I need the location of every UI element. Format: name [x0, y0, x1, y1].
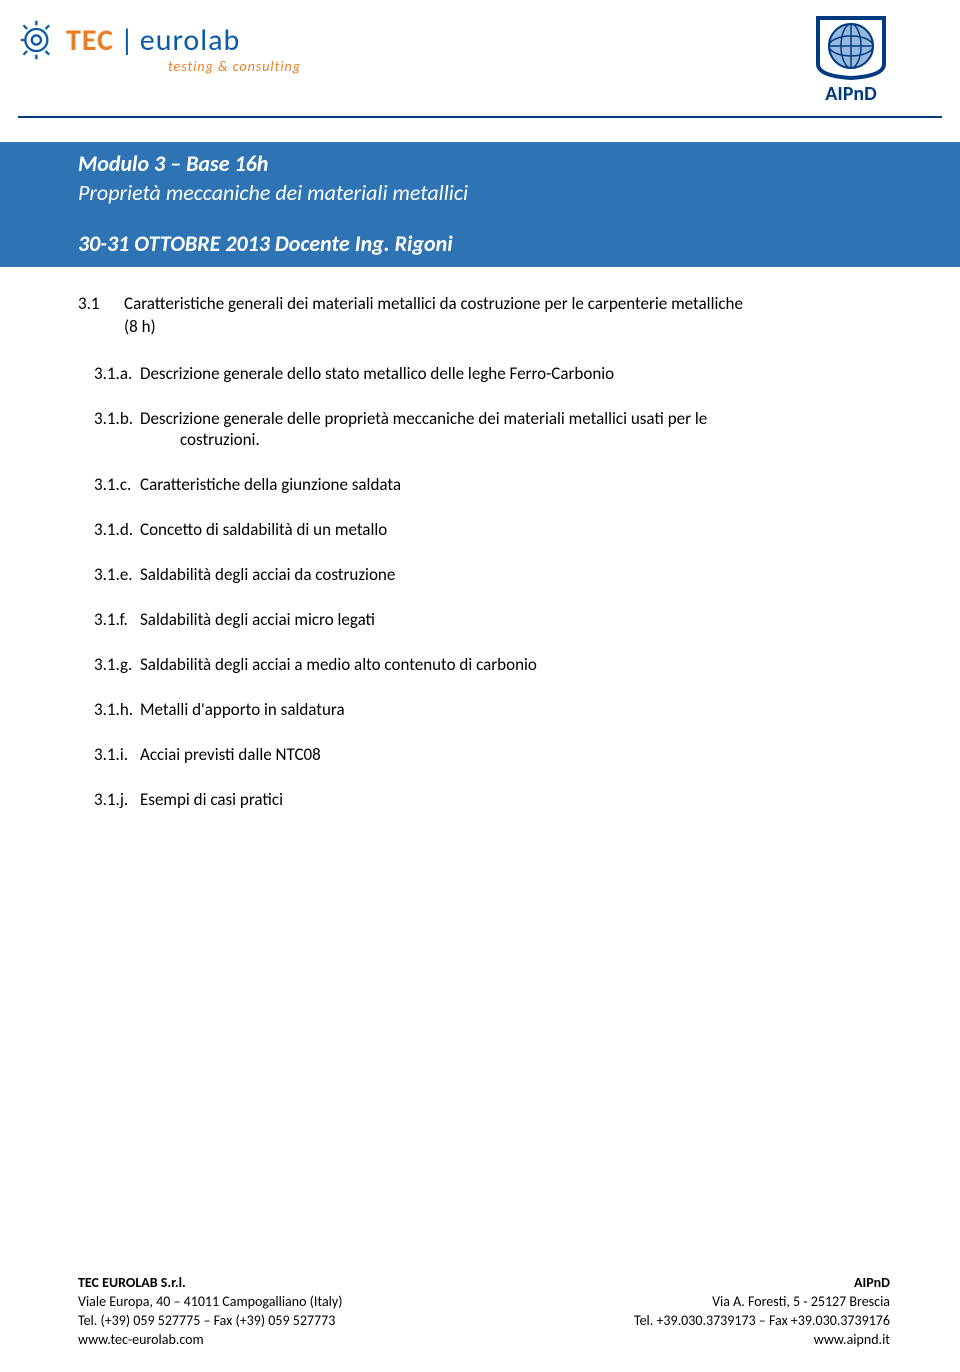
item-text: Saldabilità degli acciai da costruzione: [140, 564, 882, 585]
footer-left-tel: Tel. (+39) 059 527775 – Fax (+39) 059 52…: [78, 1312, 342, 1331]
footer: TEC EUROLAB S.r.l. Viale Europa, 40 – 41…: [78, 1274, 890, 1350]
list-item: 3.1.g. Saldabilità degli acciai a medio …: [78, 654, 882, 675]
item-text: Saldabilità degli acciai a medio alto co…: [140, 654, 882, 675]
module-date-line: 30-31 OTTOBRE 2013 Docente Ing. Rigoni: [78, 230, 960, 257]
item-number: 3.1.j.: [78, 789, 140, 810]
brand-separator: |: [120, 22, 134, 59]
item-number: 3.1.b.: [78, 408, 140, 450]
page-content: Modulo 3 – Base 16h Proprietà meccaniche…: [0, 118, 960, 810]
list-item: 3.1.a. Descrizione generale dello stato …: [78, 363, 882, 384]
logo-aipnd: AIPnD: [812, 12, 890, 106]
item-text: Metalli d'apporto in saldatura: [140, 699, 882, 720]
list-item: 3.1.b. Descrizione generale delle propri…: [78, 408, 882, 450]
item-text: Concetto di saldabilità di un metallo: [140, 519, 882, 540]
footer-right-name: AIPnD: [634, 1274, 890, 1293]
footer-left-web: www.tec-eurolab.com: [78, 1331, 342, 1350]
list-item: 3.1.d. Concetto di saldabilità di un met…: [78, 519, 882, 540]
section-title-line2: (8 h): [124, 316, 882, 339]
footer-right-addr: Via A. Foresti, 5 - 25127 Brescia: [634, 1293, 890, 1312]
item-text: Descrizione generale dello stato metalli…: [140, 363, 882, 384]
item-number: 3.1.d.: [78, 519, 140, 540]
footer-left-addr: Viale Europa, 40 – 41011 Campogalliano (…: [78, 1293, 342, 1312]
item-text-line1: Descrizione generale delle proprietà mec…: [140, 408, 882, 429]
module-subtitle: Proprietà meccaniche dei materiali metal…: [78, 179, 960, 206]
section-number: 3.1: [78, 293, 124, 316]
item-text: Caratteristiche della giunzione saldata: [140, 474, 882, 495]
list-item: 3.1.h. Metalli d'apporto in saldatura: [78, 699, 882, 720]
item-number: 3.1.i.: [78, 744, 140, 765]
footer-left: TEC EUROLAB S.r.l. Viale Europa, 40 – 41…: [78, 1274, 342, 1350]
brand-eurolab: eurolab: [140, 22, 241, 59]
item-text: Esempi di casi pratici: [140, 789, 882, 810]
item-text: Acciai previsti dalle NTC08: [140, 744, 882, 765]
list-item: 3.1.f. Saldabilità degli acciai micro le…: [78, 609, 882, 630]
brand-tagline: testing & consulting: [168, 58, 301, 75]
item-text: Saldabilità degli acciai micro legati: [140, 609, 882, 630]
item-number: 3.1.c.: [78, 474, 140, 495]
logo-tec-eurolab: TEC | eurolab testing & consulting: [18, 12, 301, 75]
section-title-line1: Caratteristiche generali dei materiali m…: [124, 293, 882, 316]
module-header: Modulo 3 – Base 16h Proprietà meccaniche…: [0, 142, 960, 267]
list-item: 3.1.i. Acciai previsti dalle NTC08: [78, 744, 882, 765]
item-number: 3.1.f.: [78, 609, 140, 630]
item-number: 3.1.e.: [78, 564, 140, 585]
item-text-line2: costruzioni.: [140, 429, 882, 450]
globe-shield-icon: [812, 14, 890, 80]
footer-right-web: www.aipnd.it: [634, 1331, 890, 1350]
footer-right: AIPnD Via A. Foresti, 5 - 25127 Brescia …: [634, 1274, 890, 1350]
section-heading: 3.1 Caratteristiche generali dei materia…: [78, 293, 882, 339]
item-number: 3.1.g.: [78, 654, 140, 675]
header: TEC | eurolab testing & consulting AIPnD: [0, 0, 960, 116]
aipnd-label: AIPnD: [825, 82, 876, 106]
item-number: 3.1.h.: [78, 699, 140, 720]
gear-icon: [18, 18, 62, 62]
module-title: Modulo 3 – Base 16h: [78, 150, 960, 177]
footer-left-name: TEC EUROLAB S.r.l.: [78, 1274, 342, 1293]
item-number: 3.1.a.: [78, 363, 140, 384]
list-item: 3.1.j. Esempi di casi pratici: [78, 789, 882, 810]
brand-tec: TEC: [66, 22, 114, 59]
footer-right-tel: Tel. +39.030.3739173 – Fax +39.030.37391…: [634, 1312, 890, 1331]
list-item: 3.1.c. Caratteristiche della giunzione s…: [78, 474, 882, 495]
list-item: 3.1.e. Saldabilità degli acciai da costr…: [78, 564, 882, 585]
logo-left-top: TEC | eurolab: [18, 18, 301, 62]
